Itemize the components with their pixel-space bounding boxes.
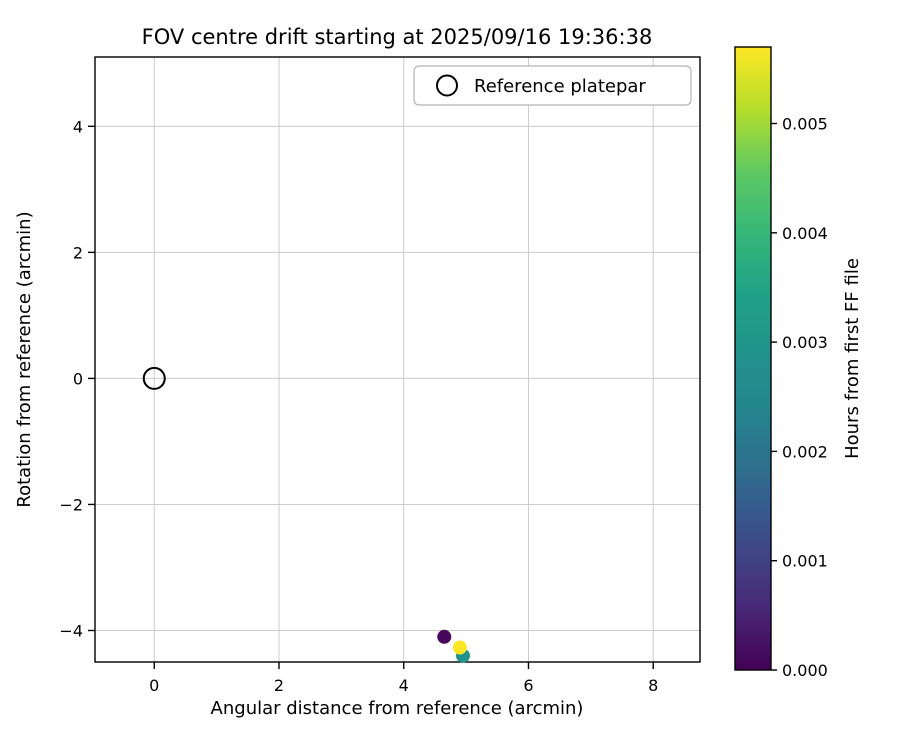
colorbar-tick-label: 0.001 (782, 552, 828, 571)
y-tick-label: 0 (73, 369, 83, 388)
x-tick-label: 8 (648, 676, 658, 695)
y-tick-label: −2 (59, 495, 83, 514)
plot-frame (94, 56, 701, 663)
y-axis-label: Rotation from reference (arcmin) (14, 211, 35, 507)
y-tick-label: −4 (59, 621, 83, 640)
colorbar-tick-label: 0.005 (782, 115, 828, 134)
colorbar-frame (734, 46, 772, 671)
x-tick-label: 2 (274, 676, 284, 695)
reference-platepar-point (142, 366, 166, 390)
legend: Reference platepar (413, 65, 692, 106)
colorbar-gradient (735, 47, 771, 670)
y-tick-label: 2 (73, 243, 83, 262)
plot-layer: 0 2 4 6 8 −4 −2 0 2 4 0.000 0.001 0.002 0.003 0.004 0.0… (59, 56, 828, 695)
colorbar-tick-label: 0.002 (782, 442, 828, 461)
x-tick-label: 6 (523, 676, 533, 695)
colorbar-tick-label: 0.000 (782, 661, 828, 680)
colorbar-tick-label: 0.003 (782, 333, 828, 352)
chart-title: FOV centre drift starting at 2025/09/16 … (142, 25, 653, 49)
x-tick-label: 4 (399, 676, 409, 695)
legend-box (413, 65, 692, 106)
colorbar-tick-label: 0.004 (782, 224, 828, 243)
x-axis-label: Angular distance from reference (arcmin) (211, 698, 584, 719)
legend-label: Reference platepar (474, 76, 646, 97)
drift-point-0 (437, 629, 452, 644)
reference-platepar-marker-icon (436, 74, 458, 97)
drift-point-2 (452, 640, 467, 655)
y-tick-label: 4 (73, 117, 83, 136)
colorbar-label: Hours from first FF file (842, 258, 863, 459)
x-tick-label: 0 (149, 676, 159, 695)
